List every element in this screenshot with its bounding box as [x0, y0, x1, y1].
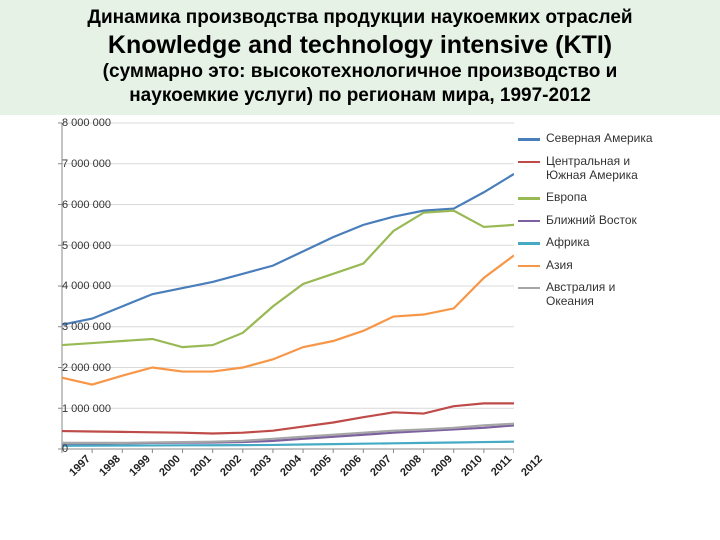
legend-swatch — [518, 242, 540, 245]
legend-label: Австралия и Океания — [546, 280, 656, 309]
series-line — [62, 256, 514, 385]
legend-swatch — [518, 220, 540, 223]
legend-label: Ближний Восток — [546, 213, 637, 227]
title-line-1: Динамика производства продукции наукоемк… — [18, 6, 702, 30]
legend-label: Азия — [546, 258, 573, 272]
legend-label: Европа — [546, 190, 587, 204]
legend-item: Северная Америка — [518, 131, 656, 145]
legend-swatch — [518, 161, 540, 164]
legend-item: Ближний Восток — [518, 213, 656, 227]
legend-label: Африка — [546, 235, 590, 249]
series-line — [62, 174, 514, 325]
legend-item: Африка — [518, 235, 656, 249]
title-line-3b: наукоемкие услуги) по регионам мира, 199… — [18, 84, 702, 108]
legend-label: Северная Америка — [546, 131, 653, 145]
chart-container: 01 000 0002 000 0003 000 0004 000 0005 0… — [0, 115, 720, 479]
legend-item: Австралия и Океания — [518, 280, 656, 309]
legend-swatch — [518, 287, 540, 290]
legend-swatch — [518, 138, 540, 141]
legend-swatch — [518, 265, 540, 268]
legend-item: Азия — [518, 258, 656, 272]
legend-item: Европа — [518, 190, 656, 204]
title-line-2: Knowledge and technology intensive (KTI) — [18, 30, 702, 60]
legend: Северная Америка Центральная и Южная Амер… — [514, 119, 656, 479]
legend-item: Центральная и Южная Америка — [518, 154, 656, 183]
legend-swatch — [518, 197, 540, 200]
line-chart: 01 000 0002 000 0003 000 0004 000 0005 0… — [4, 119, 514, 479]
title-line-3a: (суммарно это: высокотехнологичное произ… — [18, 60, 702, 84]
chart-title-block: Динамика производства продукции наукоемк… — [0, 0, 720, 115]
legend-label: Центральная и Южная Америка — [546, 154, 656, 183]
chart-svg — [4, 119, 514, 479]
